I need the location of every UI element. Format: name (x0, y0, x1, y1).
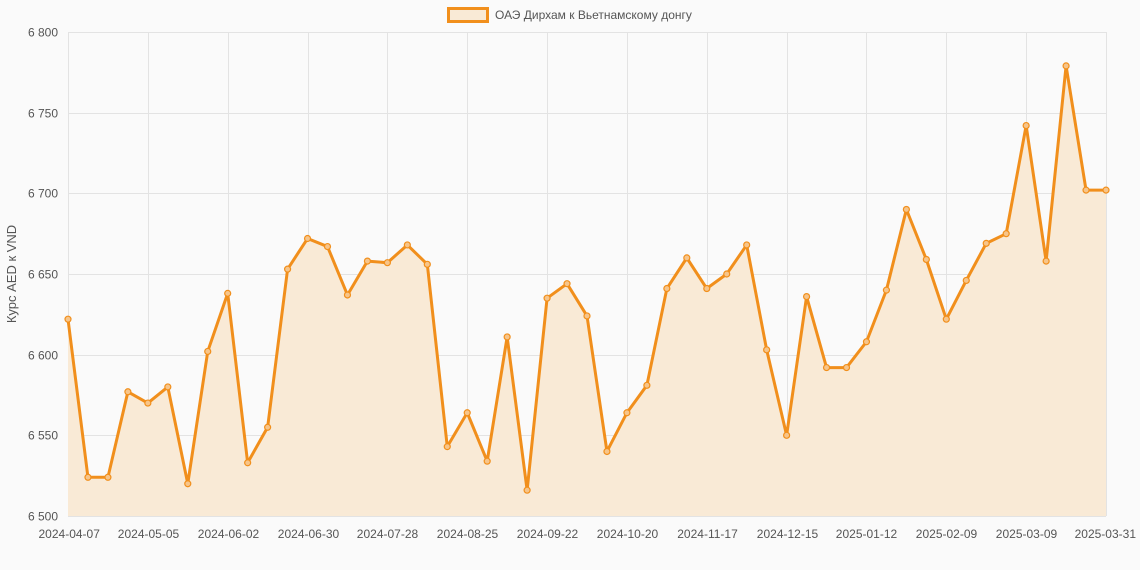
data-point[interactable] (443, 443, 451, 451)
x-tick-label: 2025-03-09 (996, 527, 1058, 541)
data-point[interactable] (463, 409, 471, 417)
x-tick-label: 2024-12-15 (757, 527, 819, 541)
y-tick-label: 6 550 (28, 429, 58, 443)
data-point[interactable] (144, 399, 152, 407)
data-point[interactable] (783, 431, 791, 439)
data-point[interactable] (164, 383, 172, 391)
data-point[interactable] (563, 280, 571, 288)
data-point[interactable] (184, 480, 192, 488)
data-point[interactable] (942, 315, 950, 323)
data-point[interactable] (802, 292, 811, 301)
data-point[interactable] (1002, 230, 1010, 238)
legend-swatch (447, 7, 489, 23)
x-axis-ticks: 2024-04-07 2024-05-05 2024-06-02 2024-06-30… (39, 527, 1137, 541)
data-point[interactable] (643, 381, 651, 389)
data-point[interactable] (743, 241, 751, 249)
x-tick-label: 2025-01-12 (836, 527, 898, 541)
data-point[interactable] (403, 241, 411, 249)
x-tick-label: 2024-09-22 (517, 527, 579, 541)
legend-label: ОАЭ Дирхам к Вьетнамскому донгу (495, 8, 692, 22)
data-point[interactable] (982, 239, 990, 247)
x-tick-label: 2024-04-07 (39, 527, 101, 541)
x-tick-label: 2024-07-28 (357, 527, 419, 541)
data-point[interactable] (723, 270, 731, 278)
data-point[interactable] (842, 363, 851, 372)
series-area (68, 65, 1106, 516)
x-tick-label: 2024-06-02 (198, 527, 260, 541)
data-point[interactable] (423, 260, 431, 268)
data-point[interactable] (1022, 121, 1030, 130)
y-tick-label: 6 650 (28, 268, 58, 282)
y-tick-label: 6 700 (28, 187, 58, 201)
data-point[interactable] (363, 257, 372, 265)
data-point[interactable] (583, 312, 591, 320)
data-point[interactable] (623, 409, 631, 417)
y-tick-label: 6 600 (28, 349, 58, 363)
data-point[interactable] (1082, 186, 1090, 194)
data-point[interactable] (1042, 257, 1050, 265)
data-point[interactable] (323, 242, 332, 251)
data-point[interactable] (64, 315, 72, 323)
y-tick-label: 6 800 (28, 26, 58, 40)
data-point[interactable] (303, 234, 312, 243)
data-point[interactable] (1102, 186, 1110, 194)
data-point[interactable] (703, 284, 711, 293)
data-point[interactable] (922, 255, 930, 264)
data-point[interactable] (962, 276, 970, 285)
data-point[interactable] (204, 347, 212, 356)
data-point[interactable] (84, 473, 92, 481)
x-tick-label: 2024-08-25 (437, 527, 499, 541)
y-tick-label: 6 750 (28, 107, 58, 121)
y-axis-ticks: 6 500 6 550 6 600 6 650 6 700 6 750 6 800 (28, 26, 58, 524)
data-points (64, 62, 1110, 494)
data-point[interactable] (483, 457, 491, 465)
data-point[interactable] (343, 291, 352, 299)
data-point[interactable] (882, 286, 891, 294)
data-point[interactable] (543, 294, 551, 302)
data-point[interactable] (663, 284, 671, 293)
data-point[interactable] (264, 423, 272, 431)
data-point[interactable] (383, 259, 391, 267)
data-point[interactable] (244, 459, 252, 467)
y-axis-title: Курс AED к VND (4, 225, 19, 323)
data-point[interactable] (822, 363, 831, 372)
data-point[interactable] (523, 486, 531, 494)
legend[interactable]: ОАЭ Дирхам к Вьетнамскому донгу (447, 7, 692, 23)
data-point[interactable] (902, 205, 910, 214)
x-tick-label: 2025-03-31 (1075, 527, 1137, 541)
y-tick-label: 6 500 (28, 510, 58, 524)
x-tick-label: 2024-10-20 (597, 527, 659, 541)
data-point[interactable] (683, 254, 691, 262)
x-tick-label: 2024-05-05 (118, 527, 180, 541)
x-tick-label: 2024-06-30 (278, 527, 340, 541)
data-point[interactable] (862, 338, 871, 346)
data-point[interactable] (104, 473, 112, 481)
x-tick-label: 2025-02-09 (916, 527, 978, 541)
data-point[interactable] (763, 346, 771, 354)
x-tick-label: 2024-11-17 (677, 527, 738, 541)
data-point[interactable] (1062, 62, 1070, 70)
data-point[interactable] (603, 447, 611, 456)
data-point[interactable] (224, 289, 232, 297)
data-point[interactable] (124, 388, 132, 396)
data-point[interactable] (503, 333, 511, 341)
data-point[interactable] (283, 265, 292, 273)
